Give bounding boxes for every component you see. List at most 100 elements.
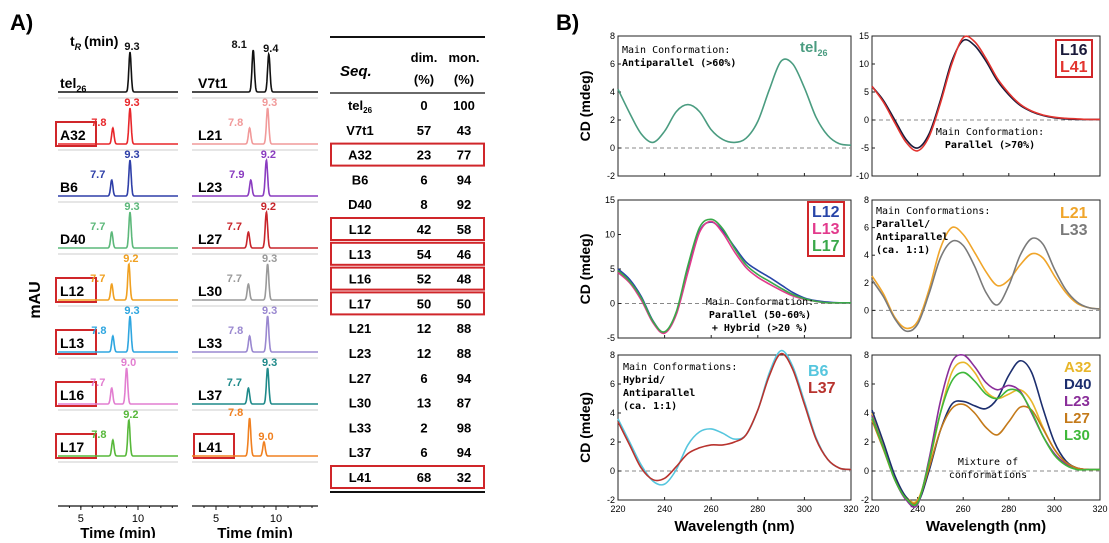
legend-entry: L23: [1064, 393, 1090, 410]
chromatogram-row: L41 7.8 9.0: [192, 407, 318, 463]
conformation-annotation: Mixture of conformations: [949, 457, 1027, 481]
time-tick-label: 5: [213, 513, 219, 525]
y-tick-label: 15: [859, 31, 869, 41]
table-cell-dim: 6: [420, 172, 427, 187]
highlight-box: [55, 277, 97, 303]
retention-time-label: 7.7: [227, 221, 242, 233]
chromatogram-label: L16: [60, 387, 84, 403]
table-cell-mon: 100: [453, 98, 475, 113]
legend-entry-sub: 26: [818, 48, 828, 58]
annotation-line: Parallel (>70%): [945, 140, 1035, 151]
chromatogram-trace: [192, 157, 318, 197]
y-tick-label: 4: [610, 87, 615, 97]
cd-panel: -2 0 2 4 6 8 CD (mdeg) tel26 Main Conformation:A…: [577, 31, 852, 181]
table-cell-seq: L21: [349, 321, 371, 336]
conformation-annotation: Main Conformations: Parallel/Antiparallel…: [876, 206, 990, 256]
chromatogram-label: L12: [60, 283, 84, 299]
cd-panel-frame: [617, 354, 852, 501]
retention-time-label: 9.3: [262, 253, 277, 265]
retention-time-label: 7.7: [90, 377, 105, 389]
table-header-seq: Seq.: [340, 63, 372, 80]
table-cell-dim: 12: [417, 346, 431, 361]
x-tick-label: 260: [956, 504, 971, 514]
chromatogram-label: D40: [60, 231, 86, 247]
cd-series-line: [617, 58, 852, 146]
y-tick-label: -2: [607, 495, 615, 505]
highlight-box: [330, 266, 485, 291]
table-cell-dim: 8: [420, 197, 427, 212]
chromatogram-row: L17 7.8 9.2: [55, 409, 178, 463]
y-tick-label: 0: [864, 115, 869, 125]
annotation-line: Mixture of: [958, 457, 1018, 468]
table-cell-seq: L27: [349, 371, 371, 386]
retention-time-label: 9.3: [262, 97, 277, 109]
cd-panel-frame: [871, 35, 1101, 177]
cd-series-line: [871, 35, 1101, 152]
chromatogram-trace: [192, 315, 318, 353]
table-row: tel26 0 100: [348, 98, 475, 115]
retention-time-label: 9.4: [263, 43, 279, 55]
table-cell-mon: 94: [457, 445, 472, 460]
cd-panel-frame: [871, 199, 1101, 339]
y-tick-label: 8: [610, 350, 615, 360]
annotation-line: Antiparallel (>60%): [622, 57, 736, 69]
legend-entry: L12: [812, 204, 840, 221]
chromatogram-row: L30 7.7 9.3: [192, 253, 318, 307]
time-axis-label: Time (min): [80, 525, 156, 538]
y-tick-label: -2: [607, 171, 615, 181]
y-tick-label: 2: [610, 115, 615, 125]
y-tick-label: 2: [610, 437, 615, 447]
retention-time-label: 7.7: [90, 169, 105, 181]
panel-label-b: B): [556, 10, 579, 35]
legend-entry: L16: [1060, 42, 1088, 59]
annotation-line: (ca. 1:1): [876, 245, 930, 256]
annotation-line: Hybrid/: [623, 374, 665, 386]
chromatogram-trace: [58, 107, 178, 145]
time-tick-label: 5: [78, 513, 84, 525]
annotation-line: Main Conformations:: [876, 206, 990, 217]
y-tick-label: 0: [864, 466, 869, 476]
cd-series-line: [871, 237, 1101, 333]
y-tick-label: 4: [864, 250, 869, 260]
chromatogram-trace: [58, 262, 178, 301]
cd-panel: -2 0 2 4 6 8 220 240 260 280 300 320 CD (mdeg) Wavele…: [577, 349, 859, 535]
table-row: L33 2 98: [349, 420, 471, 435]
legend-entry: tel26: [800, 39, 828, 58]
annotation-line: (ca. 1:1): [623, 401, 677, 412]
table-cell-seq: L13: [349, 247, 371, 262]
x-tick-label: 220: [864, 504, 879, 514]
table-cell-seq: L30: [349, 396, 371, 411]
retention-time-label: 9.3: [124, 149, 139, 161]
annotation-line: Main Conformation:: [622, 45, 730, 56]
y-tick-label: 8: [864, 350, 869, 360]
retention-time-label: 9.3: [124, 41, 139, 53]
chromatogram-trace: [192, 417, 318, 457]
time-axis-label: Time (min): [217, 525, 293, 538]
chromatogram-label: L21: [198, 127, 222, 143]
time-tick-label: 10: [132, 513, 144, 525]
conformation-annotation: Main Conformation: Parallel (50-60%)+ Hyb…: [706, 297, 814, 334]
y-tick-label: 5: [864, 87, 869, 97]
legend-entry: L30: [1064, 427, 1090, 444]
table-row: L30 13 87: [349, 396, 471, 411]
annotation-line: Parallel (50-60%): [709, 310, 811, 321]
retention-time-label: 9.3: [124, 201, 139, 213]
highlight-box: [55, 121, 97, 147]
retention-time-label: 7.8: [228, 407, 243, 419]
chromatogram-trace: [192, 49, 318, 93]
legend-entry: L33: [1060, 222, 1088, 239]
y-tick-label: 0: [610, 299, 615, 309]
legend-box: [1055, 39, 1093, 78]
legend-entry: L13: [812, 221, 840, 238]
chromatogram-trace: [58, 367, 178, 405]
table-cell-seq: B6: [352, 172, 369, 187]
table-cell-seq: L37: [349, 445, 371, 460]
annotation-line: conformations: [949, 470, 1027, 481]
table-cell-mon: 94: [457, 371, 472, 386]
table-cell-dim: 50: [417, 296, 431, 311]
y-tick-label: 2: [864, 437, 869, 447]
chromatogram-row: L21 7.8 9.3: [192, 97, 318, 151]
cd-series-line: [871, 353, 1101, 508]
table-cell-dim: 23: [417, 148, 431, 163]
